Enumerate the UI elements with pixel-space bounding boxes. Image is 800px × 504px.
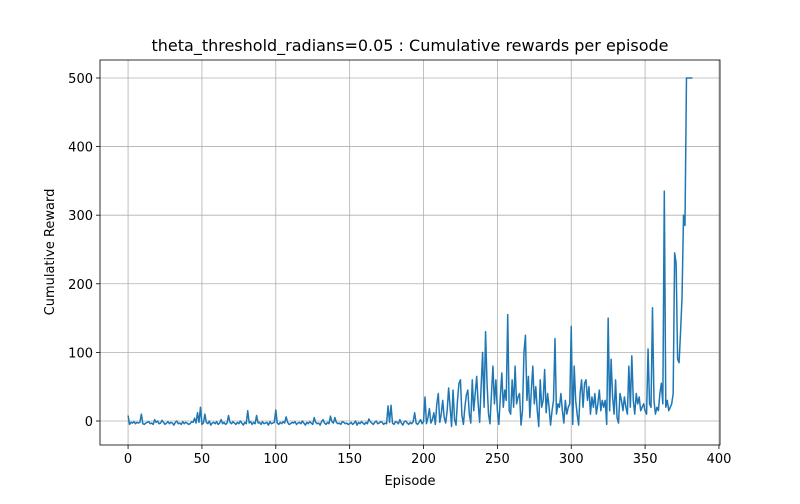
x-axis-label: Episode xyxy=(384,474,435,489)
x-tick-label: 350 xyxy=(633,452,658,467)
x-tick-label: 400 xyxy=(707,452,732,467)
x-tick-label: 300 xyxy=(559,452,584,467)
y-tick-label: 500 xyxy=(68,72,93,87)
x-tick-label: 150 xyxy=(337,452,362,467)
data-line xyxy=(127,77,693,428)
y-tick-label: 100 xyxy=(68,346,93,361)
x-tick-label: 250 xyxy=(485,452,510,467)
x-tick-label: 200 xyxy=(411,452,436,467)
grid xyxy=(100,60,720,445)
y-tick-label: 400 xyxy=(68,141,93,156)
y-tick-label: 300 xyxy=(68,209,93,224)
chart-title: theta_threshold_radians=0.05 : Cumulativ… xyxy=(151,36,668,56)
x-tick-label: 50 xyxy=(194,452,211,467)
y-tick-label: 0 xyxy=(85,415,93,430)
x-tick-label: 0 xyxy=(124,452,132,467)
y-axis-label: Cumulative Reward xyxy=(43,189,58,316)
plot-area xyxy=(127,77,693,428)
y-tick-label: 200 xyxy=(68,278,93,293)
axes-frame xyxy=(99,59,721,446)
ticks: 0 50 100 150 200 250 300 350 400 0 100 200 300 400 500 xyxy=(68,72,731,467)
x-tick-label: 100 xyxy=(263,452,288,467)
